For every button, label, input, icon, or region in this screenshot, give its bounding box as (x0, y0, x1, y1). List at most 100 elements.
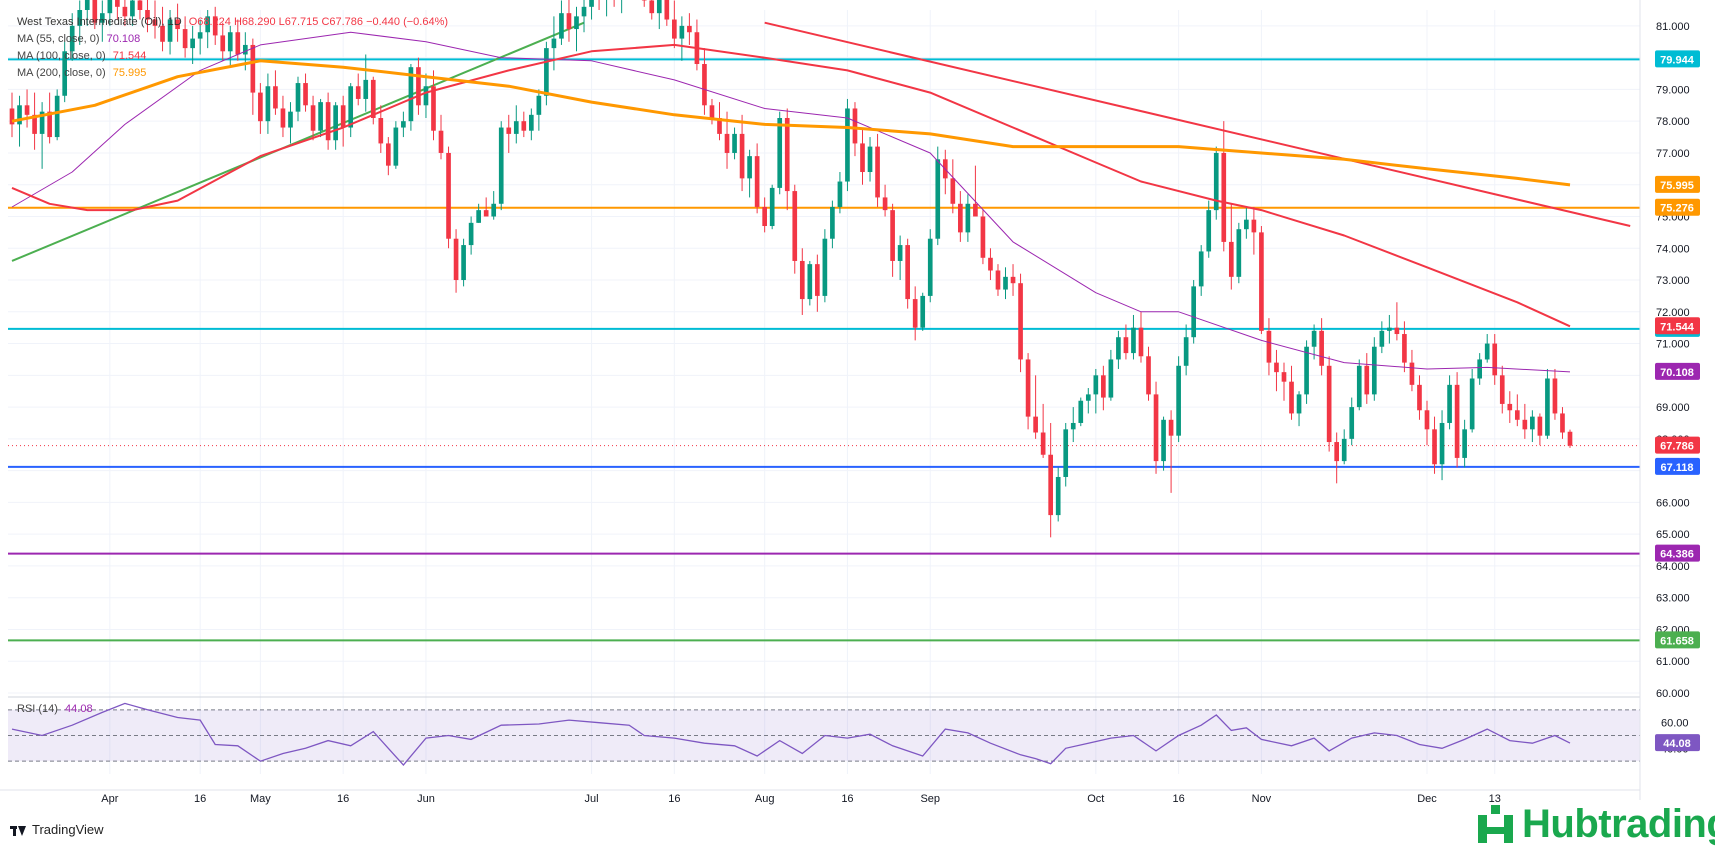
candle-down (303, 73, 308, 112)
candle-up (77, 0, 83, 45)
candle-up (920, 292, 926, 331)
hubtrading-logo: Hubtrading (1478, 804, 1715, 844)
candle-down (694, 19, 700, 71)
candle-down (1552, 368, 1558, 420)
level-price-badge: 64.386 (1655, 544, 1700, 562)
candle-body (1040, 432, 1046, 455)
candle-body (935, 159, 941, 239)
badge-label: 67.118 (1660, 462, 1693, 474)
candle-body (137, 0, 143, 10)
candle-up (1055, 467, 1061, 522)
candle-body (732, 133, 737, 153)
candle-body (1462, 429, 1467, 458)
badge-background (1655, 457, 1700, 475)
candle-up (167, 10, 173, 55)
candle-body (9, 108, 15, 125)
x-tick-label: May (250, 793, 271, 805)
candle-body (1281, 372, 1287, 382)
candle-down (1123, 324, 1129, 360)
candle-down (24, 89, 30, 128)
candle-body (1364, 365, 1370, 395)
candle-body (1326, 365, 1332, 443)
candle-body (1108, 359, 1114, 398)
candle-body (416, 67, 421, 106)
candle-down (950, 159, 956, 214)
rsi-label: RSI (14) (17, 703, 58, 715)
candle-body (1371, 346, 1377, 395)
candle-down (1040, 403, 1046, 458)
candle-up (1304, 340, 1309, 404)
candle-up (363, 54, 369, 112)
candle-body (1477, 359, 1483, 379)
candle-body (912, 299, 918, 328)
candle-body (145, 10, 150, 20)
candle-up (1213, 146, 1219, 220)
badge-label: 75.276 (1660, 203, 1694, 215)
candle-body (175, 19, 180, 30)
candle-down (1274, 349, 1279, 392)
candle-down (664, 0, 670, 26)
candle-down (212, 6, 218, 45)
ma200-value: 75.995 (112, 67, 147, 79)
x-tick-label: 16 (1172, 793, 1184, 805)
indicator-price-badge: 75.995 (1655, 175, 1700, 193)
candle-body (1266, 330, 1272, 363)
candle-up (656, 0, 662, 30)
tradingview-logo[interactable]: TradingView (10, 822, 104, 837)
candle-body (476, 210, 481, 223)
candle-down (431, 70, 436, 141)
candle-body (1274, 362, 1279, 373)
candle-down (506, 114, 512, 153)
candle-body (1033, 416, 1038, 433)
candle-body (649, 0, 655, 14)
candle-body (965, 203, 971, 233)
candle-body (84, 0, 90, 11)
trend-line (764, 21, 1631, 227)
candle-up (544, 41, 549, 106)
candle-body (529, 114, 534, 131)
candle-body (1244, 219, 1249, 230)
candle-up (747, 149, 752, 198)
candle-body (453, 238, 459, 281)
candle-down (1432, 416, 1437, 474)
rsi-value: 44.08 (65, 703, 93, 715)
candle-down (453, 229, 459, 293)
candle-up (393, 121, 399, 169)
ma100-value: 71.544 (112, 50, 147, 62)
legend-ma100: MA (100, close, 0) 71.544 (17, 50, 146, 62)
candle-up (1183, 324, 1189, 376)
candle-body (1116, 337, 1121, 360)
candle-body (792, 191, 798, 261)
rsi-tick-label: 60.00 (1661, 718, 1689, 730)
candle-body (1025, 359, 1031, 417)
candle-body (559, 13, 564, 39)
candle-body (1454, 384, 1460, 458)
candle-body (370, 79, 376, 119)
candle-down (709, 98, 715, 125)
candle-body (92, 0, 98, 23)
level-price-badge: 61.658 (1655, 631, 1700, 649)
candle-body (1311, 330, 1317, 347)
candle-down (1424, 400, 1430, 446)
candle-up (606, 0, 608, 17)
candle-body (438, 130, 444, 153)
candle-down (1048, 422, 1053, 538)
candle-up (822, 229, 828, 303)
ma200-label: MA (200, close, 0) (17, 67, 106, 79)
candle-up (1484, 334, 1490, 363)
candle-up (1439, 410, 1445, 481)
candle-down (137, 0, 143, 20)
candle-body (258, 92, 263, 122)
candle-down (1409, 349, 1415, 392)
candle-body (408, 67, 414, 122)
candle-up (1191, 280, 1197, 344)
rsi-value-badge: 44.08 (1655, 734, 1700, 752)
candle-up (1387, 314, 1392, 344)
level-price-badge: 75.276 (1655, 198, 1700, 216)
candle-up (1003, 267, 1008, 300)
candle-up (1311, 324, 1317, 360)
ma55-label: MA (55, close, 0) (17, 33, 100, 45)
candle-body (446, 152, 451, 239)
tradingview-icon (10, 824, 26, 836)
